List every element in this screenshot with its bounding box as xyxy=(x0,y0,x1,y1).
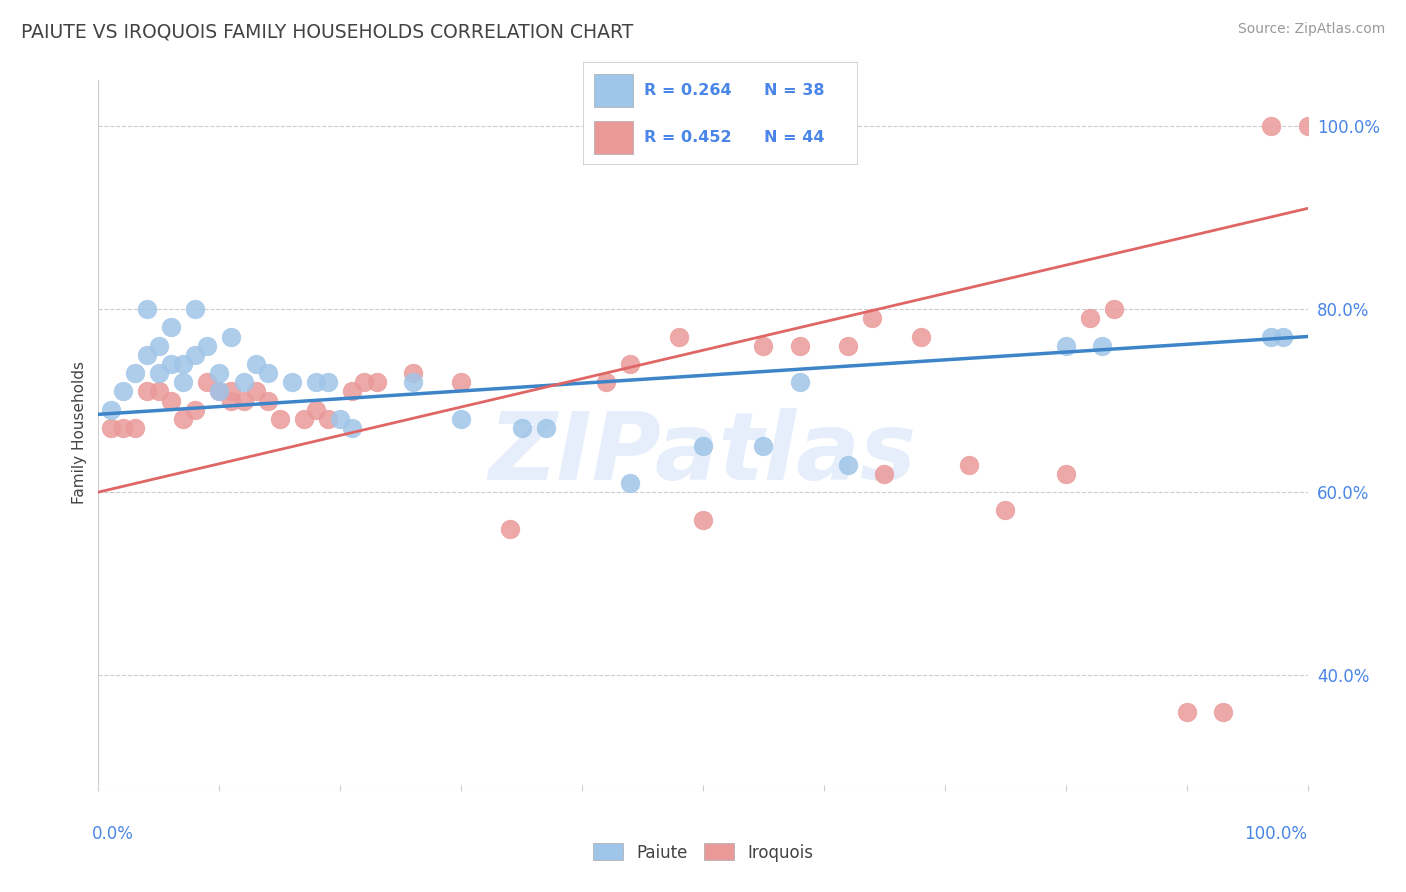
Point xyxy=(692,439,714,453)
FancyBboxPatch shape xyxy=(583,62,858,165)
Legend: Paiute, Iroquois: Paiute, Iroquois xyxy=(586,837,820,868)
Point xyxy=(1054,467,1077,481)
Point xyxy=(172,376,194,390)
Point xyxy=(160,357,183,371)
Point xyxy=(402,366,425,380)
Point xyxy=(208,366,231,380)
Point xyxy=(184,348,207,362)
Point xyxy=(316,376,339,390)
Point xyxy=(619,357,641,371)
Point xyxy=(873,467,896,481)
Point xyxy=(160,393,183,408)
Point xyxy=(692,512,714,526)
Point xyxy=(1102,301,1125,316)
Point xyxy=(208,384,231,399)
Point xyxy=(1078,311,1101,326)
Point xyxy=(789,376,811,390)
Text: ZIPatlas: ZIPatlas xyxy=(489,408,917,500)
Point xyxy=(148,384,170,399)
Point xyxy=(402,376,425,390)
Point xyxy=(305,402,328,417)
Point xyxy=(498,522,520,536)
Y-axis label: Family Households: Family Households xyxy=(72,361,87,504)
Point xyxy=(135,301,157,316)
Point xyxy=(860,311,883,326)
Point xyxy=(366,376,388,390)
Point xyxy=(450,412,472,426)
Text: PAIUTE VS IROQUOIS FAMILY HOUSEHOLDS CORRELATION CHART: PAIUTE VS IROQUOIS FAMILY HOUSEHOLDS COR… xyxy=(21,22,634,41)
Text: 100.0%: 100.0% xyxy=(1244,825,1308,843)
Point xyxy=(195,376,218,390)
Point xyxy=(135,348,157,362)
Point xyxy=(316,412,339,426)
Point xyxy=(1212,705,1234,719)
Point xyxy=(752,339,775,353)
Text: 0.0%: 0.0% xyxy=(91,825,134,843)
Point xyxy=(281,376,304,390)
Point xyxy=(232,393,254,408)
Point xyxy=(1296,119,1319,133)
Point xyxy=(232,376,254,390)
Point xyxy=(124,366,146,380)
Point xyxy=(1091,339,1114,353)
Point xyxy=(1175,705,1198,719)
Point xyxy=(752,439,775,453)
Point xyxy=(789,339,811,353)
Point xyxy=(256,366,278,380)
Point xyxy=(305,376,328,390)
Point xyxy=(510,421,533,435)
Text: N = 44: N = 44 xyxy=(765,130,825,145)
Point xyxy=(957,458,980,472)
Point xyxy=(100,421,122,435)
FancyBboxPatch shape xyxy=(595,121,633,153)
Point xyxy=(172,412,194,426)
Point xyxy=(195,339,218,353)
Text: R = 0.264: R = 0.264 xyxy=(644,83,731,97)
Point xyxy=(534,421,557,435)
Point xyxy=(292,412,315,426)
Text: Source: ZipAtlas.com: Source: ZipAtlas.com xyxy=(1237,22,1385,37)
Point xyxy=(353,376,375,390)
Text: R = 0.452: R = 0.452 xyxy=(644,130,731,145)
Point xyxy=(184,402,207,417)
Point xyxy=(124,421,146,435)
Point xyxy=(245,384,267,399)
Point xyxy=(135,384,157,399)
Point xyxy=(910,329,932,343)
Point xyxy=(837,339,859,353)
Point xyxy=(994,503,1017,517)
Point xyxy=(172,357,194,371)
Point xyxy=(111,421,134,435)
FancyBboxPatch shape xyxy=(595,74,633,106)
Point xyxy=(100,402,122,417)
Point xyxy=(148,339,170,353)
Point xyxy=(837,458,859,472)
Point xyxy=(208,384,231,399)
Point xyxy=(619,475,641,490)
Point xyxy=(342,384,364,399)
Point xyxy=(160,320,183,334)
Point xyxy=(450,376,472,390)
Point xyxy=(1260,119,1282,133)
Point xyxy=(148,366,170,380)
Point xyxy=(184,301,207,316)
Text: N = 38: N = 38 xyxy=(765,83,825,97)
Point xyxy=(668,329,690,343)
Point xyxy=(221,384,243,399)
Point xyxy=(1272,329,1295,343)
Point xyxy=(1054,339,1077,353)
Point xyxy=(1260,329,1282,343)
Point xyxy=(269,412,291,426)
Point xyxy=(221,393,243,408)
Point xyxy=(245,357,267,371)
Point xyxy=(342,421,364,435)
Point xyxy=(329,412,352,426)
Point xyxy=(595,376,617,390)
Point xyxy=(256,393,278,408)
Point xyxy=(111,384,134,399)
Point xyxy=(221,329,243,343)
